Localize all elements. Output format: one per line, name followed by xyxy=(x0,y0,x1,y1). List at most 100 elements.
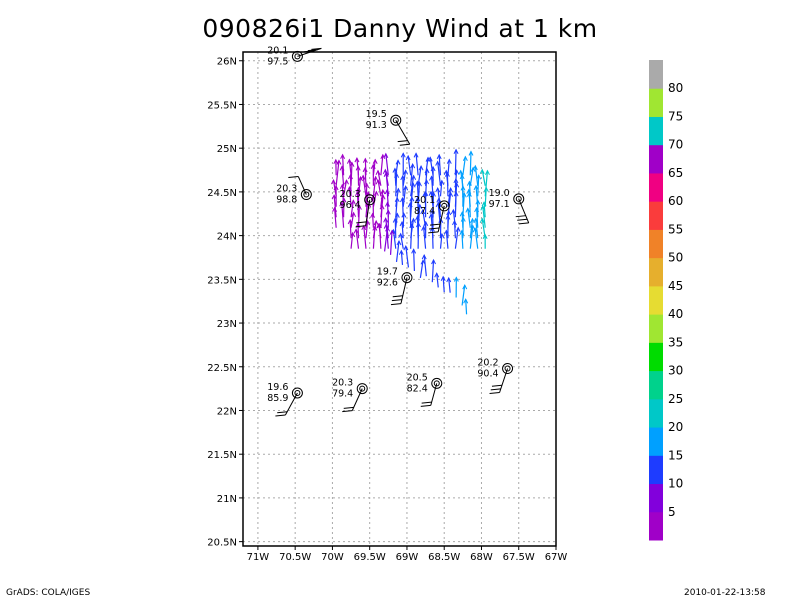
station-plot: 20.197.5 xyxy=(267,45,322,67)
wind-vector xyxy=(469,167,474,186)
y-tick-label: 22N xyxy=(217,406,237,417)
wind-vector xyxy=(424,168,428,186)
wind-vector xyxy=(341,166,345,186)
wind-vector xyxy=(452,209,456,228)
station-outer-circle xyxy=(291,387,303,399)
wind-vector-head xyxy=(373,190,379,196)
wind-barb-flag xyxy=(397,140,408,143)
wind-vector xyxy=(442,276,445,293)
wind-vector xyxy=(401,221,404,239)
wind-vector-head xyxy=(373,175,379,182)
wind-vector xyxy=(401,197,404,218)
wind-vector-head xyxy=(376,222,382,229)
wind-barb-flag xyxy=(288,176,299,179)
wind-vector xyxy=(395,160,399,176)
wind-vector xyxy=(445,230,449,249)
wind-vector xyxy=(481,218,486,239)
wind-barb-flag xyxy=(355,225,366,228)
wind-vector xyxy=(461,212,464,228)
colorbar-label: 75 xyxy=(668,109,683,123)
wind-vector xyxy=(447,159,450,176)
wind-barb-flag xyxy=(307,49,318,52)
wind-barb-flag xyxy=(489,392,500,395)
wind-barb-staff xyxy=(297,176,307,195)
wind-vector-head xyxy=(411,248,417,254)
wind-vector xyxy=(402,186,407,207)
wind-vector-head xyxy=(430,191,436,197)
wind-vector-head xyxy=(446,276,452,283)
wind-vector-head xyxy=(472,164,478,171)
wind-vector-head xyxy=(383,152,389,159)
colorbar-label: 30 xyxy=(668,364,683,378)
wind-vector xyxy=(384,169,389,186)
colorbar-segment xyxy=(649,427,663,456)
y-tick-label: 25.5N xyxy=(207,100,237,111)
wind-vector-head xyxy=(349,161,355,167)
wind-barb-staff xyxy=(437,205,445,232)
wind-vector xyxy=(465,299,468,315)
station-plot: 19.591.3 xyxy=(366,109,411,146)
wind-vector xyxy=(483,202,486,218)
wind-barb-flag xyxy=(491,384,503,387)
colorbar-segment xyxy=(649,88,663,117)
wind-vector xyxy=(469,218,474,239)
station-pressure: 91.3 xyxy=(366,120,387,131)
wind-vector xyxy=(410,183,414,207)
wind-vector xyxy=(422,209,427,228)
wind-vector-head xyxy=(403,244,409,251)
wind-vector-head xyxy=(400,152,406,158)
wind-vector xyxy=(460,170,464,186)
wind-vector xyxy=(383,227,389,252)
wind-vector xyxy=(415,153,419,176)
wind-vector-head xyxy=(383,217,389,223)
wind-vector xyxy=(462,156,466,176)
wind-vector-head xyxy=(435,186,441,193)
colorbar-label: 20 xyxy=(668,420,683,434)
wind-vector-head xyxy=(382,168,388,175)
station-inner-circle xyxy=(303,191,310,198)
wind-vector xyxy=(348,187,352,207)
station-inner-circle xyxy=(515,195,522,202)
station-pressure: 98.8 xyxy=(276,195,297,206)
wind-vector xyxy=(389,230,393,255)
wind-vector xyxy=(332,180,337,197)
x-tick-label: 71W xyxy=(247,552,270,563)
wind-vector-head xyxy=(479,168,485,174)
colorbar-segment xyxy=(649,144,663,174)
wind-vector-head xyxy=(455,226,461,232)
wind-vector xyxy=(395,240,400,262)
wind-vector xyxy=(362,175,367,197)
wind-vector xyxy=(423,255,427,277)
wind-vector-head xyxy=(465,207,471,213)
wind-vector-head xyxy=(410,163,416,169)
station-outer-circle xyxy=(438,200,450,212)
wind-vector-head xyxy=(479,217,485,223)
wind-vector-head xyxy=(427,156,433,162)
station-inner-circle xyxy=(441,202,448,209)
station-plot: 20.379.4 xyxy=(332,378,368,413)
wind-vector xyxy=(484,170,489,197)
wind-vector xyxy=(377,170,382,186)
colorbar-segment xyxy=(649,172,663,202)
station-temperature: 19.7 xyxy=(377,267,398,278)
plot-frame xyxy=(242,51,557,547)
wind-vector-head xyxy=(405,154,411,161)
wind-vector-head xyxy=(462,155,468,161)
wind-vector-head xyxy=(475,199,481,205)
colorbar-segment xyxy=(649,370,663,400)
station-plot: 20.396.4 xyxy=(340,189,376,228)
x-tick-label: 69W xyxy=(396,552,419,563)
wind-vector xyxy=(378,223,382,239)
y-tick-label: 23N xyxy=(217,319,237,330)
wind-barb-flag xyxy=(343,406,354,409)
wind-vector xyxy=(410,164,414,186)
wind-vector xyxy=(356,158,360,176)
station-temperature: 20.1 xyxy=(267,45,288,56)
colorbar-segment xyxy=(649,455,663,485)
station-temperature: 20.3 xyxy=(332,378,353,389)
wind-vector-head xyxy=(331,179,336,185)
wind-vector xyxy=(385,153,389,176)
wind-barb-flag xyxy=(429,227,440,230)
wind-vector xyxy=(350,232,354,249)
wind-vector xyxy=(469,225,474,249)
